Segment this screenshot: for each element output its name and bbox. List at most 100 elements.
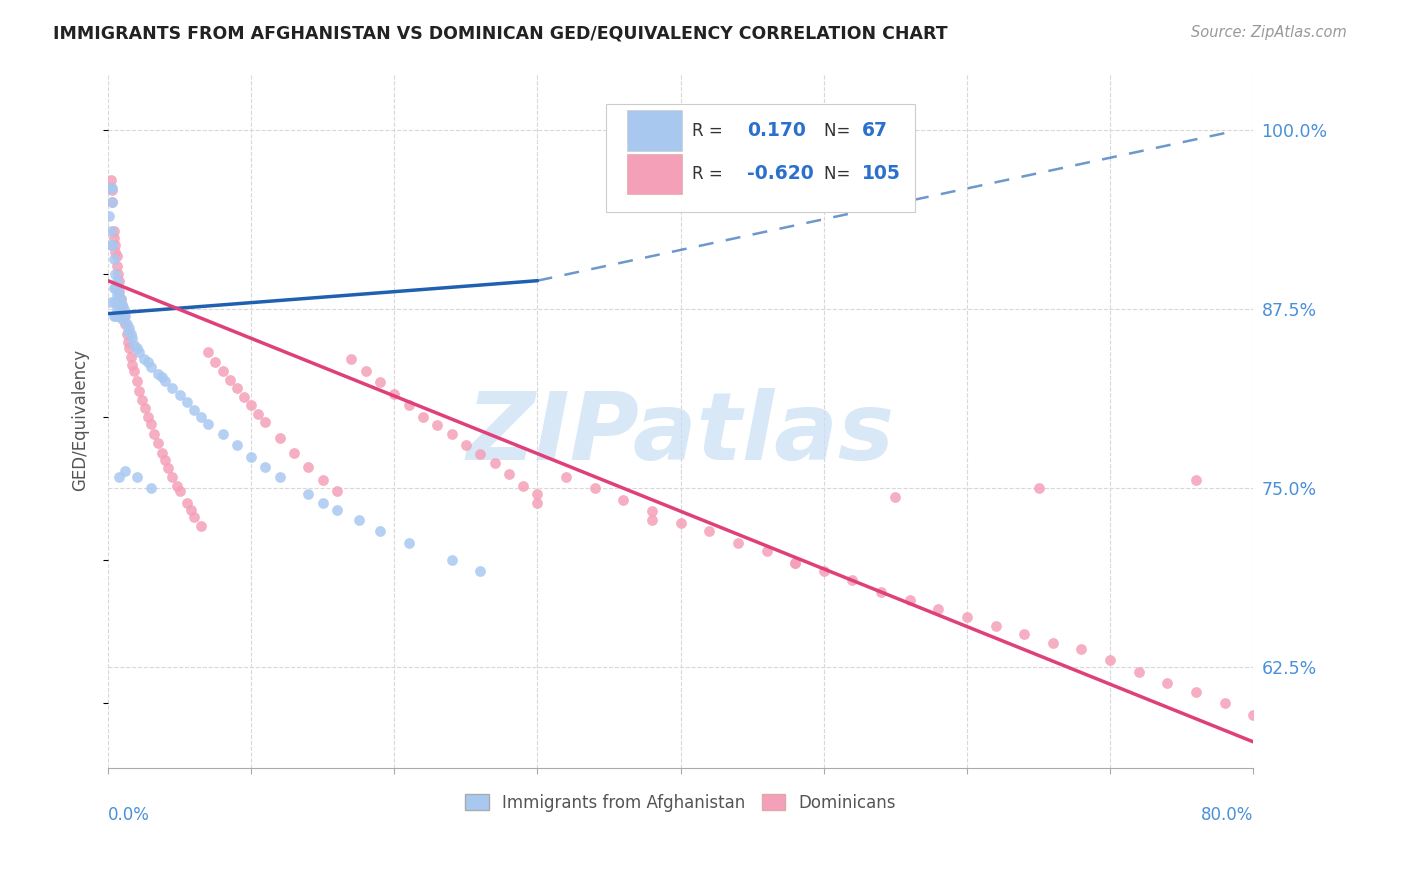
Point [269, 431, 291, 445]
Point [583, 482, 606, 496]
Point [136, 409, 159, 424]
Point [104, 267, 127, 281]
Point [176, 496, 198, 510]
Point [146, 367, 169, 381]
Point [105, 260, 128, 274]
Point [98, 180, 121, 194]
Point [122, 364, 145, 378]
Point [103, 230, 125, 244]
Point [697, 524, 720, 539]
Point [155, 452, 177, 467]
Point [108, 298, 131, 312]
Point [1042, 636, 1064, 650]
Point [105, 302, 128, 317]
Point [108, 288, 131, 302]
Point [155, 374, 177, 388]
Point [101, 238, 124, 252]
Point [785, 556, 807, 570]
Point [104, 281, 127, 295]
Point [297, 459, 319, 474]
Point [115, 326, 138, 341]
Point [354, 364, 377, 378]
Point [412, 409, 434, 424]
Point [101, 180, 124, 194]
Point [150, 445, 173, 459]
Point [139, 417, 162, 431]
Point [1128, 665, 1150, 679]
Point [103, 281, 125, 295]
Point [440, 426, 463, 441]
Point [107, 267, 129, 281]
Point [1099, 653, 1122, 667]
Point [218, 372, 240, 386]
Point [139, 482, 162, 496]
Point [104, 310, 127, 324]
Point [1012, 627, 1035, 641]
Point [382, 387, 405, 401]
Point [240, 398, 263, 412]
Point [121, 331, 143, 345]
Point [898, 593, 921, 607]
Point [340, 352, 363, 367]
Point [117, 335, 139, 350]
Point [197, 417, 219, 431]
Point [108, 310, 131, 324]
Point [162, 470, 184, 484]
Point [150, 369, 173, 384]
Point [841, 573, 863, 587]
Point [134, 401, 156, 416]
Point [105, 288, 128, 302]
Point [283, 445, 305, 459]
Point [190, 409, 212, 424]
Point [641, 504, 664, 518]
Point [121, 358, 143, 372]
Point [162, 381, 184, 395]
Point [104, 238, 127, 252]
Text: N=: N= [824, 121, 855, 140]
Point [512, 478, 534, 492]
Point [526, 496, 548, 510]
Point [555, 470, 578, 484]
Point [470, 447, 492, 461]
Point [884, 490, 907, 504]
Point [1271, 717, 1294, 731]
Text: 0.170: 0.170 [747, 121, 806, 140]
Point [100, 180, 122, 194]
Point [785, 556, 807, 570]
Point [142, 426, 165, 441]
Y-axis label: GED/Equivalency: GED/Equivalency [72, 350, 89, 491]
Point [131, 392, 153, 407]
Point [114, 464, 136, 478]
Point [984, 619, 1007, 633]
Point [297, 487, 319, 501]
Point [132, 352, 155, 367]
Point [956, 610, 979, 624]
Point [927, 601, 949, 615]
Point [112, 310, 135, 324]
Point [103, 310, 125, 324]
Text: Source: ZipAtlas.com: Source: ZipAtlas.com [1191, 25, 1347, 40]
Point [470, 565, 492, 579]
Point [204, 355, 226, 369]
Point [368, 524, 391, 539]
Point [398, 398, 420, 412]
Point [211, 426, 233, 441]
Point [166, 478, 188, 492]
Point [103, 223, 125, 237]
Point [454, 438, 477, 452]
Point [312, 473, 335, 487]
Point [104, 295, 127, 310]
Point [183, 510, 205, 524]
Text: 105: 105 [862, 164, 900, 183]
Point [183, 402, 205, 417]
Point [104, 245, 127, 260]
Point [1070, 641, 1092, 656]
FancyBboxPatch shape [627, 153, 682, 194]
Point [101, 183, 124, 197]
Point [641, 513, 664, 527]
Point [755, 544, 778, 558]
Point [136, 355, 159, 369]
Point [1156, 676, 1178, 690]
Point [197, 345, 219, 359]
Point [115, 317, 138, 331]
